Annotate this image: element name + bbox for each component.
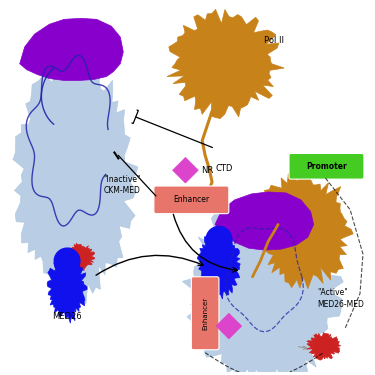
Polygon shape <box>216 313 242 339</box>
FancyBboxPatch shape <box>289 153 364 179</box>
Circle shape <box>206 226 232 252</box>
FancyBboxPatch shape <box>191 277 219 350</box>
Text: CTD: CTD <box>215 164 232 173</box>
Polygon shape <box>13 50 138 303</box>
Polygon shape <box>172 158 198 183</box>
Polygon shape <box>20 18 123 81</box>
Polygon shape <box>167 9 284 118</box>
Text: Promoter: Promoter <box>306 162 347 171</box>
Polygon shape <box>254 169 353 289</box>
FancyArrowPatch shape <box>173 214 237 272</box>
Text: "Inactive"
CKM-MED: "Inactive" CKM-MED <box>104 175 141 195</box>
FancyArrowPatch shape <box>298 346 307 350</box>
Text: MED26: MED26 <box>52 312 82 321</box>
Text: NR: NR <box>201 166 213 175</box>
Polygon shape <box>47 251 87 323</box>
Circle shape <box>54 248 80 274</box>
Text: Enhancer: Enhancer <box>202 297 208 330</box>
Polygon shape <box>63 243 95 271</box>
Text: Enhancer: Enhancer <box>173 195 209 204</box>
Text: "Active"
MED26-MED: "Active" MED26-MED <box>318 288 364 309</box>
Polygon shape <box>215 192 314 250</box>
Polygon shape <box>182 201 343 375</box>
Text: Pol II: Pol II <box>264 36 284 45</box>
FancyArrowPatch shape <box>96 255 203 275</box>
FancyBboxPatch shape <box>154 186 229 214</box>
Polygon shape <box>306 333 341 360</box>
Polygon shape <box>197 229 240 299</box>
